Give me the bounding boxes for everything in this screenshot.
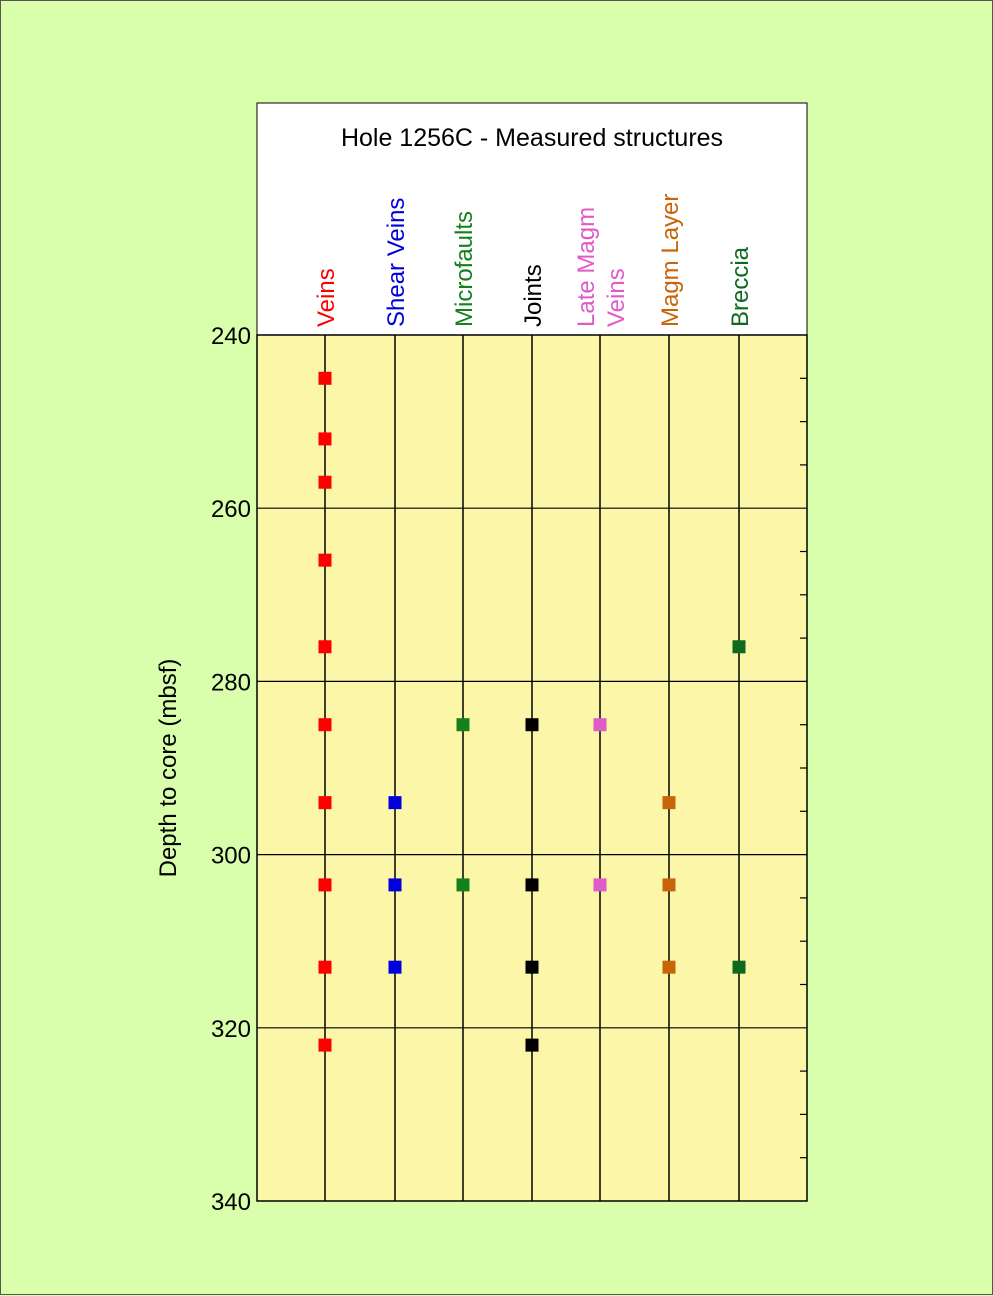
column-label: Veins [313,268,340,327]
y-tick-label: 280 [211,669,251,696]
minor-ticks [800,377,807,1159]
data-marker [456,878,470,892]
chart-header [256,102,808,336]
data-marker [318,371,332,385]
data-marker [525,1038,539,1052]
data-marker [318,796,332,810]
column-label: Late Magm [573,207,600,327]
column-lines [324,335,740,1201]
y-tick-label: 300 [211,843,251,870]
data-marker [662,960,676,974]
y-tick-labels: 240 260 280 300 320 340 [211,323,251,1216]
column-label: Magm Layer [657,194,684,327]
data-marker [318,960,332,974]
column-label: Breccia [727,246,754,327]
chart-title: Hole 1256C - Measured structures [341,124,723,152]
data-marker [456,718,470,732]
data-marker [593,878,607,892]
column-label: Microfaults [451,211,478,327]
data-marker [388,960,402,974]
data-marker [525,718,539,732]
data-marker [318,432,332,446]
y-tick-label: 340 [211,1189,251,1216]
data-marker [732,960,746,974]
data-marker [318,718,332,732]
data-marker [318,640,332,654]
data-marker [388,878,402,892]
column-labels: Veins Shear Veins Microfaults Joints Late Ma… [313,194,754,327]
plot-frame [256,334,808,1202]
data-marker [318,475,332,489]
data-marker [525,878,539,892]
y-axis-label: Depth to core (mbsf) [155,659,182,878]
data-marker [525,960,539,974]
data-marker [318,553,332,567]
data-marker [318,1038,332,1052]
column-label: Veins [603,268,630,327]
data-marker [662,796,676,810]
data-marker [732,640,746,654]
column-label: Shear Veins [383,198,410,327]
data-marker [662,878,676,892]
y-tick-label: 260 [211,496,251,523]
data-marker [388,796,402,810]
data-markers [318,371,746,1052]
column-label: Joints [520,264,547,327]
y-tick-label: 320 [211,1016,251,1043]
data-marker [593,718,607,732]
y-tick-label: 240 [211,323,251,350]
data-marker [318,878,332,892]
